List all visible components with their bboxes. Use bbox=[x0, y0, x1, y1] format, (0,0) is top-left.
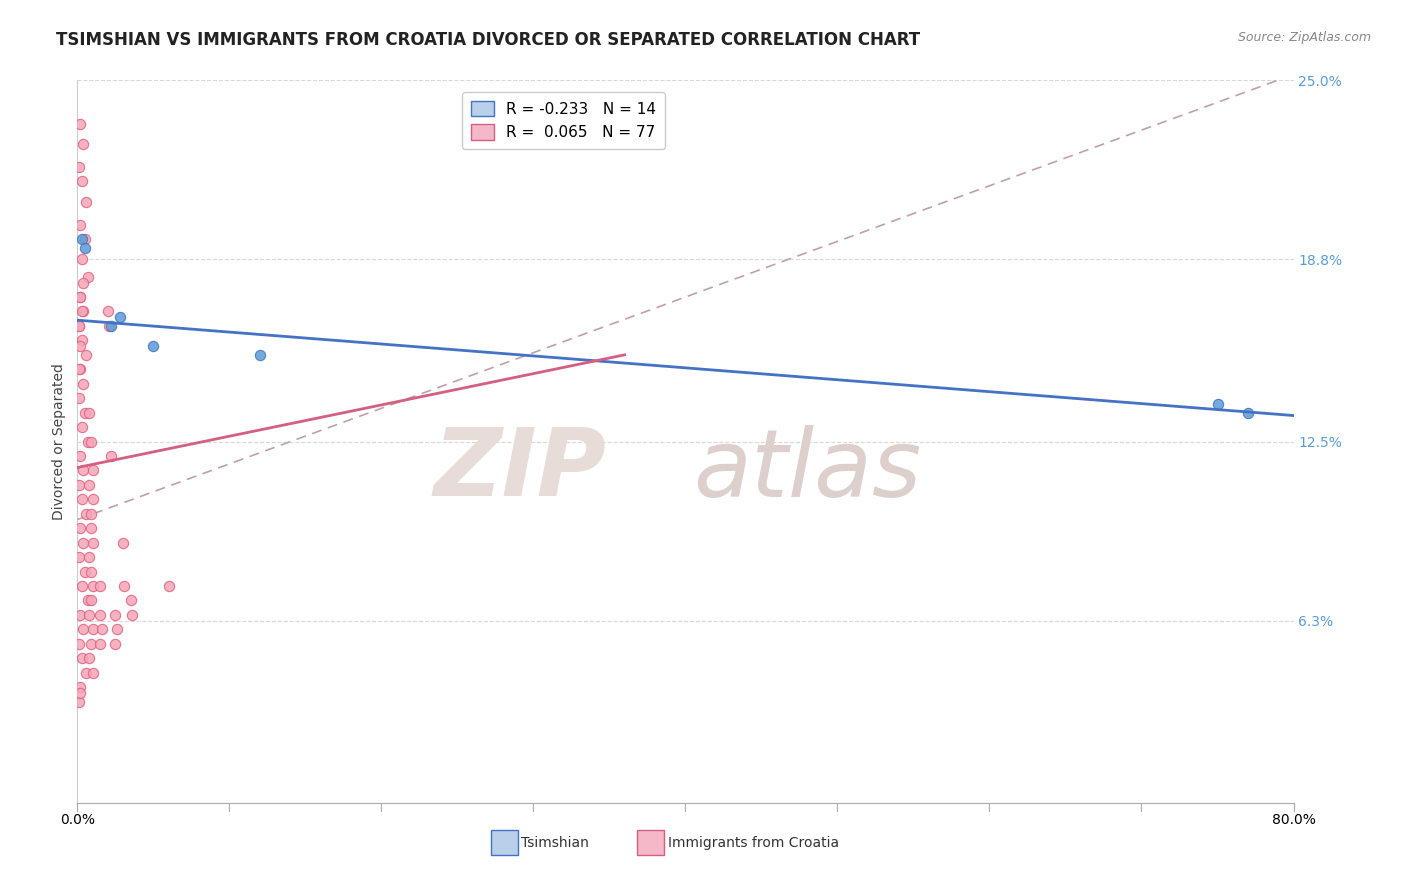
Point bbox=[69, 362, 91, 376]
Point bbox=[72, 535, 94, 549]
Legend: R = -0.233   N = 14, R =  0.065   N = 77: R = -0.233 N = 14, R = 0.065 N = 77 bbox=[463, 92, 665, 150]
Point bbox=[89, 579, 111, 593]
Point bbox=[111, 535, 134, 549]
Point bbox=[249, 348, 271, 362]
Point bbox=[79, 550, 101, 565]
Point bbox=[70, 492, 93, 507]
Point bbox=[70, 252, 93, 267]
Point bbox=[67, 478, 90, 492]
Point bbox=[75, 507, 97, 521]
Point bbox=[89, 607, 111, 622]
Point bbox=[67, 637, 90, 651]
Text: TSIMSHIAN VS IMMIGRANTS FROM CROATIA DIVORCED OR SEPARATED CORRELATION CHART: TSIMSHIAN VS IMMIGRANTS FROM CROATIA DIV… bbox=[56, 31, 921, 49]
Point bbox=[1206, 397, 1229, 411]
Point bbox=[80, 521, 103, 535]
Point bbox=[82, 665, 104, 680]
Text: Source: ZipAtlas.com: Source: ZipAtlas.com bbox=[1237, 31, 1371, 45]
Point bbox=[77, 434, 100, 449]
Point bbox=[69, 680, 91, 694]
Point bbox=[1237, 406, 1260, 420]
Point bbox=[82, 463, 104, 477]
Point bbox=[75, 665, 97, 680]
Point bbox=[72, 623, 94, 637]
Point bbox=[114, 579, 136, 593]
Point bbox=[82, 492, 104, 507]
Point bbox=[72, 136, 94, 151]
Point bbox=[69, 449, 91, 463]
Point bbox=[67, 160, 90, 174]
Point bbox=[75, 348, 97, 362]
FancyBboxPatch shape bbox=[491, 830, 517, 855]
Point bbox=[72, 463, 94, 477]
Point bbox=[70, 579, 93, 593]
Point bbox=[73, 232, 96, 246]
Point bbox=[104, 607, 127, 622]
Point bbox=[105, 623, 128, 637]
Point bbox=[69, 686, 91, 700]
Point bbox=[80, 593, 103, 607]
Point bbox=[80, 637, 103, 651]
Point bbox=[67, 695, 90, 709]
Text: atlas: atlas bbox=[693, 425, 921, 516]
Point bbox=[67, 391, 90, 405]
Point bbox=[70, 420, 93, 434]
Point bbox=[120, 593, 142, 607]
Point bbox=[69, 521, 91, 535]
Point bbox=[72, 276, 94, 290]
Point bbox=[70, 651, 93, 665]
Point bbox=[69, 218, 91, 232]
Point bbox=[82, 535, 104, 549]
Point bbox=[82, 623, 104, 637]
Point bbox=[80, 434, 103, 449]
Point bbox=[100, 318, 122, 333]
Point bbox=[97, 304, 120, 318]
Point bbox=[108, 310, 131, 325]
Point bbox=[69, 117, 91, 131]
Point bbox=[73, 241, 96, 255]
Point bbox=[75, 194, 97, 209]
Point bbox=[70, 232, 93, 246]
Point bbox=[70, 174, 93, 188]
Point bbox=[98, 318, 121, 333]
Point bbox=[79, 607, 101, 622]
Point bbox=[79, 651, 101, 665]
Y-axis label: Divorced or Separated: Divorced or Separated bbox=[52, 363, 66, 520]
Point bbox=[70, 334, 93, 348]
Point bbox=[89, 637, 111, 651]
Point bbox=[67, 550, 90, 565]
Point bbox=[77, 593, 100, 607]
Point bbox=[77, 269, 100, 284]
Point bbox=[67, 318, 90, 333]
Point bbox=[79, 478, 101, 492]
Point bbox=[67, 318, 90, 333]
Point bbox=[72, 304, 94, 318]
Point bbox=[142, 339, 165, 353]
Point bbox=[121, 607, 143, 622]
Point bbox=[104, 637, 127, 651]
Point bbox=[80, 507, 103, 521]
Point bbox=[79, 406, 101, 420]
Point bbox=[72, 376, 94, 391]
Point bbox=[69, 290, 91, 304]
Point bbox=[67, 362, 90, 376]
Point bbox=[69, 607, 91, 622]
Point bbox=[90, 623, 112, 637]
Point bbox=[100, 449, 122, 463]
Point bbox=[73, 406, 96, 420]
Point bbox=[70, 304, 93, 318]
Point bbox=[73, 565, 96, 579]
Text: Immigrants from Croatia: Immigrants from Croatia bbox=[668, 836, 839, 849]
FancyBboxPatch shape bbox=[637, 830, 664, 855]
Text: ZIP: ZIP bbox=[433, 425, 606, 516]
Point bbox=[69, 290, 91, 304]
Text: Tsimshian: Tsimshian bbox=[522, 836, 589, 849]
Point bbox=[80, 565, 103, 579]
Point bbox=[69, 339, 91, 353]
Point bbox=[82, 579, 104, 593]
Point bbox=[157, 579, 180, 593]
